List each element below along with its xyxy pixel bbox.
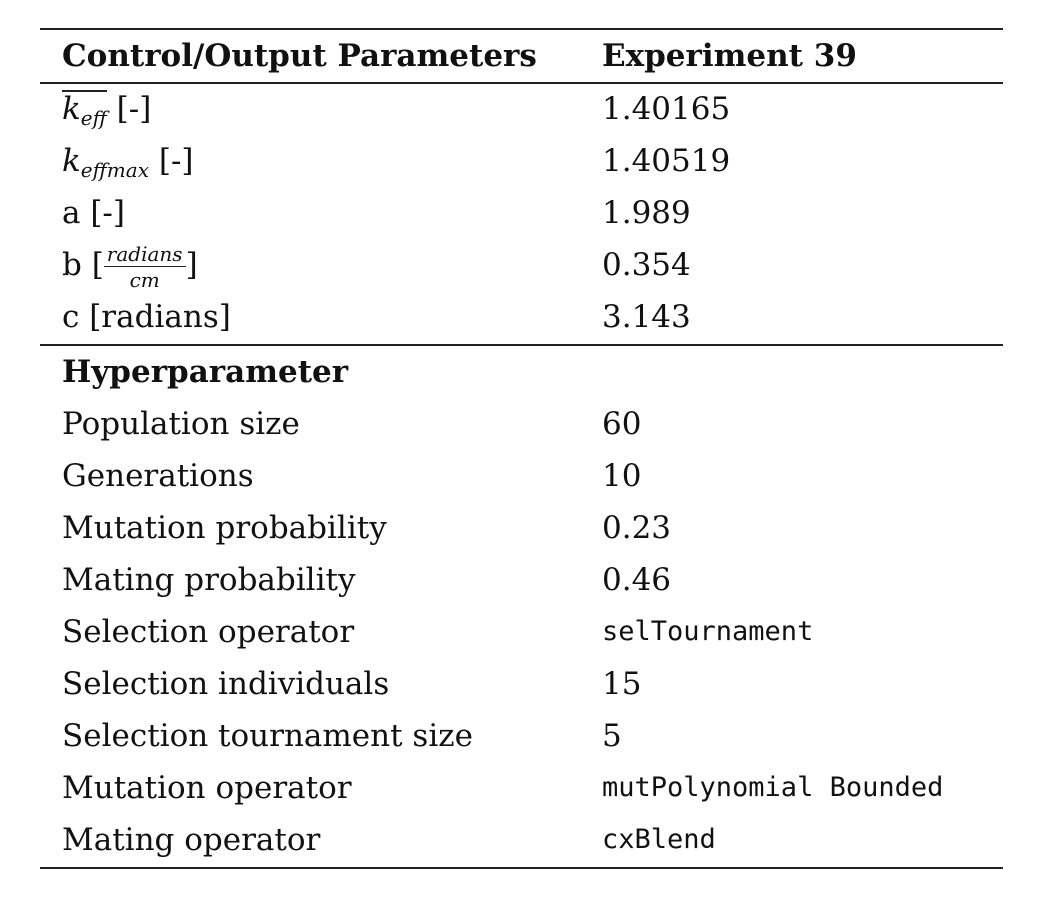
row-value: 5 [602,718,622,754]
table-row: Selection individuals 15 [40,658,1003,710]
row-value: 0.354 [602,247,691,283]
row-value: 10 [602,458,642,494]
row-value: 1.40165 [602,91,731,127]
row-label: Mating operator [62,822,321,858]
table-row: Mating operator cxBlend [40,814,1003,866]
row-label: Selection tournament size [62,718,473,754]
row-label: Mutation probability [62,510,387,546]
table-row: Selection operator selTournament [40,606,1003,658]
top-rule [40,28,1003,30]
row-label: Generations [62,458,254,494]
row-label: Selection individuals [62,666,390,702]
row-label: Mating probability [62,562,356,598]
row-value: selTournament [602,616,814,647]
row-label: Selection operator [62,614,355,650]
keff-mean-symbol: keff [62,90,107,135]
row-value: 1.989 [602,195,691,231]
row-value: 1.40519 [602,143,731,179]
table-row: Generations 10 [40,450,1003,502]
table-row: b [radians cm] 0.354 [40,239,1003,291]
header-col2: Experiment 39 [602,38,857,74]
header-rule [40,82,1003,84]
row-value: 3.143 [602,299,691,335]
unit-fraction: radians cm [103,244,186,290]
header-col1: Control/Output Parameters [62,38,537,74]
row-label: c [radians] [62,299,231,335]
row-label: a [-] [62,195,125,231]
row-label: keff [-] [62,83,151,135]
row-value: 15 [602,666,642,702]
section-rule [40,344,1003,346]
table-row: c [radians] 3.143 [40,291,1003,343]
row-label: b [radians cm] [62,241,198,292]
table-row: keffmax [-] 1.40519 [40,135,1003,187]
table-row: Selection tournament size 5 [40,710,1003,762]
table-row: Mating probability 0.46 [40,554,1003,606]
row-value: 0.46 [602,562,672,598]
row-label: Mutation operator [62,770,352,806]
row-value: cxBlend [602,824,716,855]
row-value: 60 [602,406,642,442]
table-row: Population size 60 [40,398,1003,450]
table-row: Mutation probability 0.23 [40,502,1003,554]
table-row: a [-] 1.989 [40,187,1003,239]
table-row: keff [-] 1.40165 [40,83,1003,135]
header-row: Control/Output Parameters Experiment 39 [40,30,1003,82]
bottom-rule [40,867,1003,869]
table-row: Mutation operator mutPolynomial Bounded [40,762,1003,814]
row-label: Population size [62,406,300,442]
row-value: 0.23 [602,510,672,546]
section-title: Hyperparameter [62,354,349,390]
row-value: mutPolynomial Bounded [602,772,944,803]
section-title-row: Hyperparameter [40,346,1003,398]
row-label: keffmax [-] [62,143,194,182]
